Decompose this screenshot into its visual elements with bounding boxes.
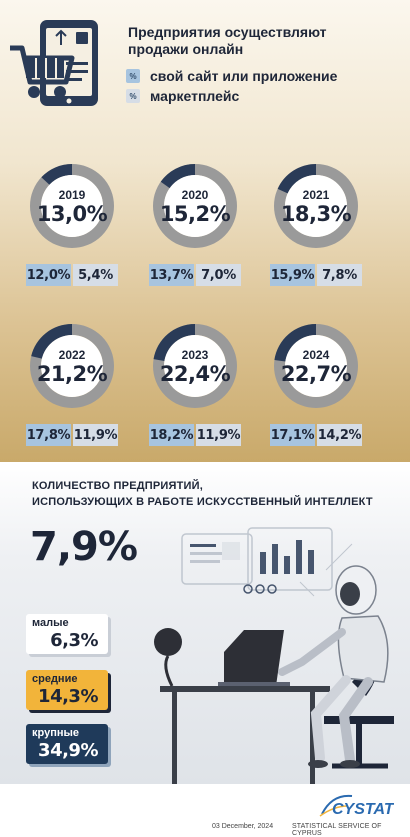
legend-item-own-site: % свой сайт или приложение (126, 68, 337, 84)
donut-year-label: 2021 (302, 188, 330, 202)
marketplace-share: 7,8% (317, 264, 362, 286)
own-site-share: 13,7% (149, 264, 194, 286)
donut-year-label: 2020 (181, 188, 209, 202)
donut-ring (153, 164, 237, 248)
legend-swatch-site: % (126, 69, 140, 83)
year-split-2024: 17,1% 14,2% (270, 424, 362, 446)
donut-center (41, 335, 103, 397)
legend-item-marketplace: % маркетплейс (126, 88, 239, 104)
footer-organization: STATISTICAL SERVICE OF CYPRUS (292, 823, 382, 837)
donut-total-value: 22,4% (159, 362, 231, 386)
donut-ring (30, 164, 114, 248)
donut-ring (153, 324, 237, 408)
marketplace-share: 14,2% (317, 424, 362, 446)
donut-center (285, 335, 347, 397)
ai-usage-title: КОЛИЧЕСТВО ПРЕДПРИЯТИЙ, ИСПОЛЬЗУЮЩИХ В Р… (32, 478, 392, 510)
donut-year-label: 2019 (58, 188, 86, 202)
size-label-small: малые (32, 617, 69, 629)
donut-center (164, 175, 226, 237)
own-site-share: 17,8% (26, 424, 71, 446)
donut-share-segment (31, 324, 72, 359)
ai-title-line-2: ИСПОЛЬЗУЮЩИХ В РАБОТЕ ИСКУССТВЕННЫЙ ИНТЕ… (32, 496, 373, 508)
size-value-large: 34,9% (38, 740, 98, 761)
year-donut-2022: 2022 21,2% (20, 314, 124, 418)
size-value-small: 6,3% (50, 630, 98, 651)
marketplace-share: 11,9% (73, 424, 118, 446)
own-site-share: 12,0% (26, 264, 71, 286)
size-card-large: крупные 34,9% (26, 724, 108, 764)
online-sales-headline: Предприятия осуществляют продажи онлайн (128, 24, 398, 58)
donut-total-value: 13,0% (36, 202, 108, 226)
own-site-share: 18,2% (149, 424, 194, 446)
cystat-logo: CYSTAT (319, 794, 394, 818)
donut-year-label: 2022 (58, 348, 86, 362)
year-donut-2023: 2023 22,4% (143, 314, 247, 418)
donut-center (164, 335, 226, 397)
year-donut-2021: 2021 18,3% (264, 154, 368, 258)
marketplace-share: 7,0% (196, 264, 241, 286)
year-split-2020: 13,7% 7,0% (149, 264, 241, 286)
donut-share-segment (277, 164, 316, 194)
footer-date: 03 December, 2024 (212, 823, 274, 830)
robot-at-desk-illustration (154, 527, 394, 784)
online-shop-icon (10, 20, 98, 106)
marketplace-share: 5,4% (73, 264, 118, 286)
donut-total-value: 15,2% (159, 202, 231, 226)
year-split-2019: 12,0% 5,4% (26, 264, 118, 286)
donut-share-segment (153, 324, 195, 361)
donut-center (41, 175, 103, 237)
year-donut-2024: 2024 22,7% (264, 314, 368, 418)
donut-ring (30, 324, 114, 408)
online-sales-panel: Предприятия осуществляют продажи онлайн … (0, 0, 410, 462)
size-card-small: малые 6,3% (26, 614, 108, 654)
donut-total-value: 21,2% (36, 362, 108, 386)
donut-ring (274, 164, 358, 248)
size-value-medium: 14,3% (38, 686, 98, 707)
donut-year-label: 2023 (181, 348, 209, 362)
legend-label-market: маркетплейс (150, 88, 240, 104)
donut-share-segment (274, 324, 316, 362)
ai-usage-panel: КОЛИЧЕСТВО ПРЕДПРИЯТИЙ, ИСПОЛЬЗУЮЩИХ В Р… (0, 462, 410, 784)
size-label-medium: средние (32, 673, 78, 685)
own-site-share: 17,1% (270, 424, 315, 446)
year-split-2023: 18,2% 11,9% (149, 424, 241, 446)
year-donut-2019: 2019 13,0% (20, 154, 124, 258)
headline-line-1: Предприятия осуществляют (128, 24, 327, 40)
own-site-share: 15,9% (270, 264, 315, 286)
size-label-large: крупные (32, 727, 79, 739)
legend-swatch-market: % (126, 89, 140, 103)
donut-share-segment (160, 164, 195, 189)
year-split-2021: 15,9% 7,8% (270, 264, 362, 286)
donut-share-segment (41, 164, 72, 185)
year-donut-2020: 2020 15,2% (143, 154, 247, 258)
ai-title-line-1: КОЛИЧЕСТВО ПРЕДПРИЯТИЙ, (32, 480, 204, 492)
donut-total-value: 18,3% (280, 202, 352, 226)
donut-year-label: 2024 (302, 348, 330, 362)
size-card-medium: средние 14,3% (26, 670, 108, 710)
donut-center (285, 175, 347, 237)
headline-line-2: продажи онлайн (128, 41, 244, 57)
ai-total-value: 7,9% (30, 524, 138, 570)
marketplace-share: 11,9% (196, 424, 241, 446)
legend-label-site: свой сайт или приложение (150, 68, 338, 84)
svg-text:CYSTAT: CYSTAT (332, 801, 394, 818)
year-split-2022: 17,8% 11,9% (26, 424, 118, 446)
donut-ring (274, 324, 358, 408)
donut-total-value: 22,7% (280, 362, 352, 386)
